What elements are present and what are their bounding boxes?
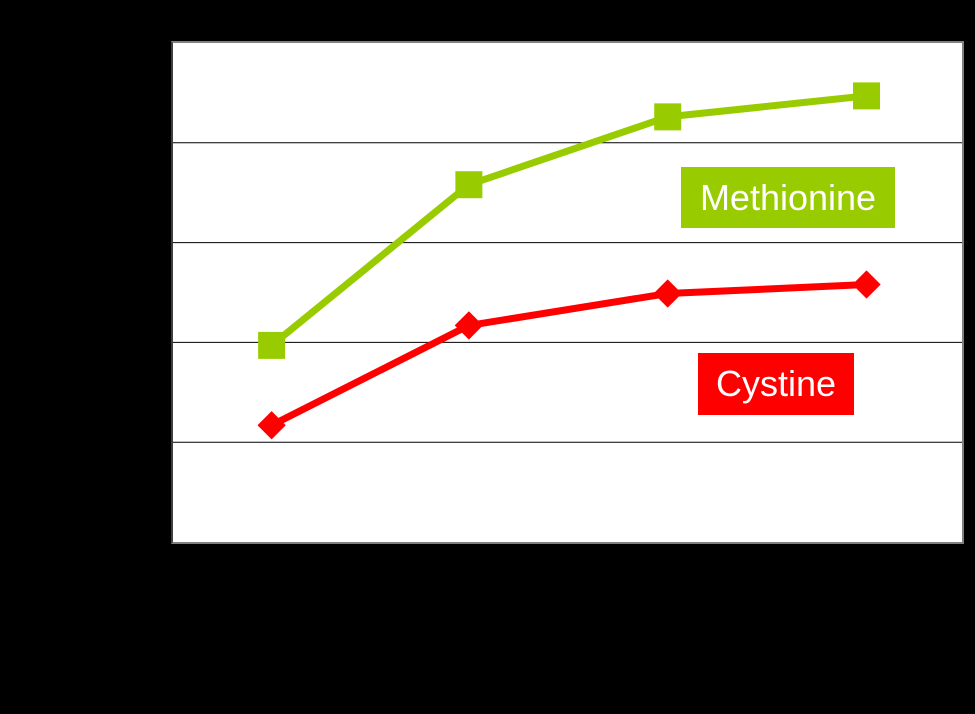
methionine-marker-square (654, 103, 682, 131)
cystine-marker-diamond (852, 270, 881, 299)
cystine-marker-diamond (653, 279, 682, 308)
cystine-marker-diamond (257, 411, 286, 440)
plot-area (171, 41, 964, 544)
cystine-marker-diamond (454, 311, 484, 340)
chart-svg (173, 82, 962, 443)
cystine-label: Cystine (698, 353, 854, 415)
methionine-marker-square (853, 82, 881, 110)
methionine-label: Methionine (681, 167, 895, 228)
cystine-line (270, 281, 867, 429)
methionine-marker-square (258, 331, 286, 359)
methionine-line (269, 92, 867, 349)
methionine-marker-square (455, 171, 483, 199)
